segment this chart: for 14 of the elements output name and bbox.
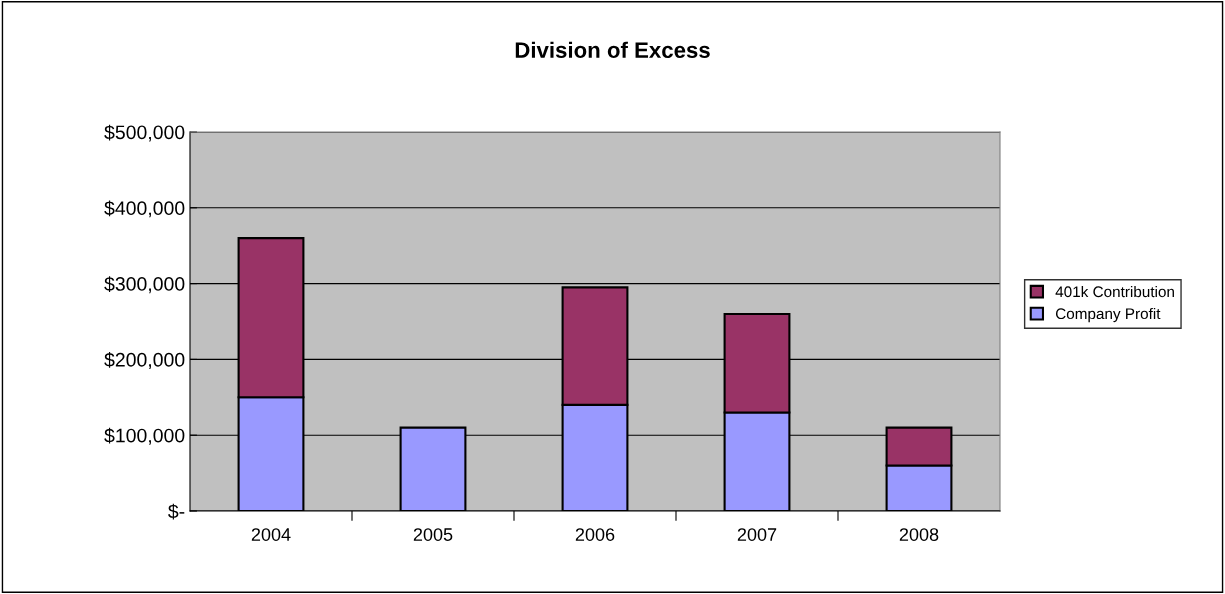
x-tick-label: 2005 xyxy=(413,528,453,541)
y-tick-label: $500,000 xyxy=(104,124,185,142)
x-tick-label: 2006 xyxy=(575,528,615,541)
x-tick-label: 2004 xyxy=(251,528,291,541)
y-tick-label: $200,000 xyxy=(104,352,185,369)
legend-label: 401k Contribution xyxy=(1055,285,1174,298)
y-tick-label: $- xyxy=(168,503,185,520)
y-tick-label: $300,000 xyxy=(104,276,185,294)
x-tick-label: 2008 xyxy=(899,528,939,541)
y-tick-label: $400,000 xyxy=(104,200,185,218)
x-tick-label: 2007 xyxy=(737,528,777,541)
y-tick-label: $100,000 xyxy=(104,427,185,445)
chart-title: Division of Excess xyxy=(515,41,710,58)
legend-label: Company Profit xyxy=(1055,307,1161,323)
